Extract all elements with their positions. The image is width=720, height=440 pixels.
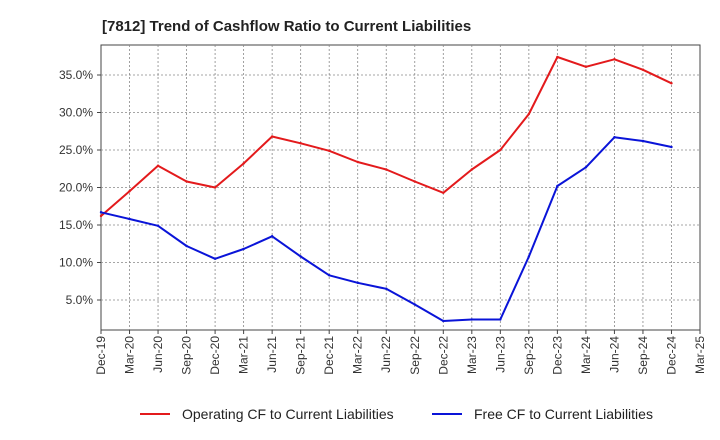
x-tick-label: Dec-24	[664, 336, 678, 375]
data-point	[156, 164, 160, 167]
data-point	[499, 318, 502, 321]
data-point	[641, 139, 645, 143]
x-tick-label: Dec-19	[94, 336, 108, 375]
data-point	[613, 136, 616, 139]
x-axis-ticks: Dec-19 Mar-20 Jun-20 Sep-20 Dec-20 Mar-21 Jun-…	[94, 330, 707, 375]
data-point	[299, 142, 302, 145]
data-point	[527, 255, 531, 258]
data-point	[613, 58, 616, 61]
data-point	[470, 318, 474, 321]
x-tick-label: Jun-21	[265, 336, 279, 373]
data-point	[128, 217, 131, 221]
data-point	[556, 184, 559, 188]
data-point	[385, 168, 388, 171]
data-point	[242, 247, 245, 251]
y-axis-ticks: 5.0% 10.0% 15.0% 20.0% 25.0% 30.0% 35.0%	[59, 68, 101, 307]
data-point	[527, 112, 531, 116]
chart-title: [7812] Trend of Cashflow Ratio to Curren…	[102, 18, 471, 35]
data-point	[556, 55, 559, 59]
y-tick-label: 35.0%	[59, 68, 93, 82]
data-point	[356, 281, 359, 284]
x-tick-label: Mar-25	[693, 336, 707, 374]
data-point	[499, 148, 502, 152]
data-point	[213, 186, 217, 189]
x-tick-label: Sep-22	[408, 336, 422, 375]
y-tick-label: 25.0%	[59, 143, 93, 157]
x-tick-label: Dec-23	[550, 336, 564, 375]
data-point	[99, 211, 103, 214]
data-point	[299, 255, 302, 258]
x-tick-label: Dec-21	[322, 336, 336, 375]
data-point	[470, 168, 474, 171]
data-point	[185, 180, 188, 183]
data-point	[442, 319, 445, 323]
y-tick-label: 5.0%	[66, 293, 94, 307]
x-tick-label: Sep-21	[294, 336, 308, 375]
x-tick-label: Dec-22	[436, 336, 450, 375]
data-point	[327, 149, 331, 152]
data-point	[670, 82, 673, 85]
x-tick-label: Jun-20	[151, 336, 165, 373]
data-point	[385, 287, 388, 290]
plot-area	[100, 44, 701, 331]
x-tick-label: Sep-23	[522, 336, 536, 375]
y-tick-label: 15.0%	[59, 218, 93, 232]
data-point	[413, 180, 416, 183]
data-point	[413, 303, 416, 306]
x-tick-label: Jun-24	[607, 336, 621, 373]
y-tick-label: 30.0%	[59, 106, 93, 120]
x-tick-label: Sep-24	[636, 336, 650, 375]
x-tick-label: Dec-20	[208, 336, 222, 375]
x-tick-label: Sep-20	[180, 336, 194, 375]
y-tick-label: 10.0%	[59, 256, 93, 270]
y-tick-label: 20.0%	[59, 181, 93, 195]
data-point	[270, 135, 274, 138]
data-point	[356, 160, 359, 164]
data-point	[99, 214, 103, 218]
data-point	[242, 162, 245, 165]
x-tick-label: Mar-24	[579, 336, 593, 374]
data-point	[584, 166, 588, 169]
x-tick-label: Mar-21	[237, 336, 251, 374]
data-point	[327, 274, 331, 277]
x-tick-label: Jun-22	[379, 336, 393, 373]
legend: Operating CF to Current Liabilities Free …	[140, 406, 653, 422]
data-point	[185, 244, 188, 248]
data-point	[213, 257, 217, 260]
x-tick-label: Jun-23	[493, 336, 507, 373]
data-point	[442, 191, 445, 194]
data-point	[641, 68, 645, 71]
legend-label: Free CF to Current Liabilities	[474, 406, 653, 422]
data-point	[128, 190, 131, 193]
data-point	[584, 65, 588, 68]
plot-frame	[100, 44, 701, 331]
x-tick-label: Mar-23	[465, 336, 479, 374]
legend-label: Operating CF to Current Liabilities	[182, 406, 394, 422]
series-layer	[99, 55, 673, 323]
data-point	[670, 145, 673, 149]
data-point	[270, 235, 274, 238]
x-tick-label: Mar-22	[351, 336, 365, 374]
x-tick-label: Mar-20	[123, 336, 137, 374]
data-point	[156, 224, 160, 227]
